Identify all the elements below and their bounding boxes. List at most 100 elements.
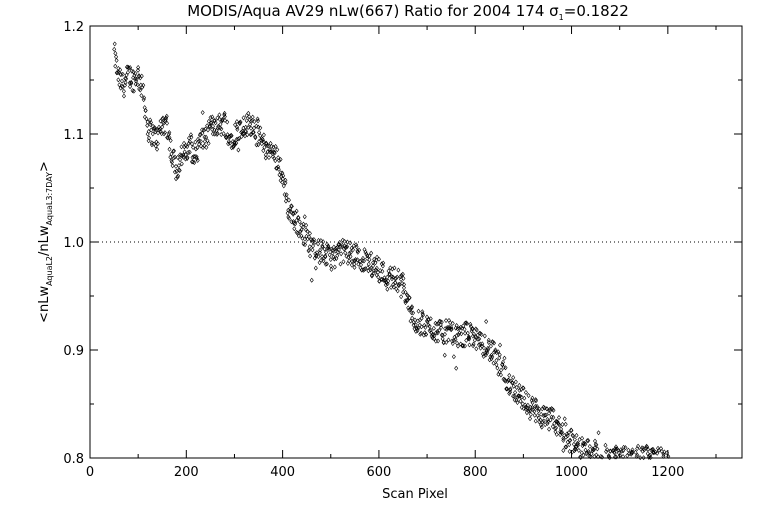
data-point: [112, 46, 117, 52]
data-point: [336, 247, 341, 253]
plot-frame: [89, 25, 743, 459]
data-point: [525, 402, 530, 408]
data-point: [301, 224, 306, 230]
data-point: [148, 117, 153, 123]
data-point: [418, 317, 423, 323]
data-point: [490, 354, 495, 360]
data-point: [220, 117, 225, 122]
data-point: [257, 129, 262, 135]
data-point: [299, 222, 304, 228]
data-point: [507, 372, 512, 378]
data-point: [219, 126, 224, 132]
data-point: [589, 451, 594, 457]
data-point: [205, 123, 210, 129]
data-point: [208, 120, 213, 126]
data-point: [507, 390, 512, 396]
data-point: [112, 41, 117, 47]
data-point: [345, 239, 350, 245]
data-point: [136, 67, 140, 73]
data-point: [317, 250, 322, 256]
data-point: [329, 266, 334, 272]
data-point: [444, 326, 449, 332]
data-point: [550, 424, 555, 429]
data-point: [352, 261, 357, 267]
data-point: [202, 134, 207, 140]
data-point: [564, 444, 569, 450]
data-point: [455, 326, 460, 332]
data-point: [298, 228, 303, 234]
data-point: [587, 443, 592, 449]
data-point: [183, 152, 188, 158]
data-point: [128, 84, 133, 90]
data-point: [385, 274, 390, 280]
data-point: [453, 336, 458, 342]
data-point: [291, 220, 296, 226]
data-point: [167, 130, 172, 136]
data-point: [358, 262, 363, 268]
data-point: [386, 278, 391, 284]
data-point: [603, 442, 608, 448]
data-point: [505, 386, 510, 392]
data-point: [216, 124, 221, 130]
data-point: [472, 337, 477, 343]
data-point: [294, 208, 299, 214]
data-point: [476, 336, 480, 342]
data-point: [210, 127, 215, 132]
data-point: [396, 283, 401, 289]
data-point: [607, 455, 612, 461]
data-point: [309, 277, 314, 283]
data-point: [244, 118, 249, 124]
data-point: [345, 244, 350, 250]
data-point: [131, 69, 136, 75]
data-point: [619, 448, 624, 454]
data-point: [191, 144, 196, 150]
data-point: [182, 144, 187, 150]
data-point: [426, 316, 431, 322]
data-point: [171, 148, 176, 154]
data-point: [258, 133, 263, 139]
data-point: [465, 321, 469, 327]
data-point: [189, 159, 194, 165]
y-tick-label: 1.0: [63, 236, 84, 251]
data-point: [460, 343, 465, 349]
data-point: [521, 385, 526, 391]
data-point: [491, 360, 496, 366]
data-point: [312, 239, 317, 245]
data-point: [238, 119, 243, 125]
data-point: [435, 321, 440, 327]
data-point: [539, 424, 544, 430]
data-point: [379, 276, 384, 282]
data-point: [419, 315, 424, 321]
data-point: [517, 382, 522, 388]
data-point: [508, 389, 513, 395]
data-point: [419, 330, 424, 336]
data-point: [406, 305, 411, 311]
data-point: [535, 403, 540, 409]
data-point: [416, 308, 421, 314]
data-point: [369, 272, 374, 278]
data-point: [450, 338, 455, 344]
data-point: [476, 342, 481, 348]
data-point: [372, 256, 377, 262]
data-point: [312, 255, 317, 261]
y-tick-label: 0.8: [63, 452, 84, 467]
data-point: [186, 150, 191, 155]
data-point: [252, 125, 256, 131]
data-point: [361, 258, 366, 264]
data-point: [432, 336, 437, 342]
data-point: [561, 437, 566, 443]
data-point: [403, 289, 408, 295]
data-point: [185, 154, 190, 160]
data-point: [213, 120, 218, 126]
data-point: [177, 168, 182, 173]
data-point: [467, 336, 472, 342]
data-point: [553, 425, 558, 431]
data-point: [127, 65, 131, 71]
data-point: [254, 123, 259, 129]
data-point: [437, 327, 442, 333]
data-point: [357, 247, 362, 253]
data-point: [254, 142, 259, 148]
data-point: [150, 131, 155, 137]
data-point: [323, 261, 328, 267]
data-point: [533, 397, 538, 403]
